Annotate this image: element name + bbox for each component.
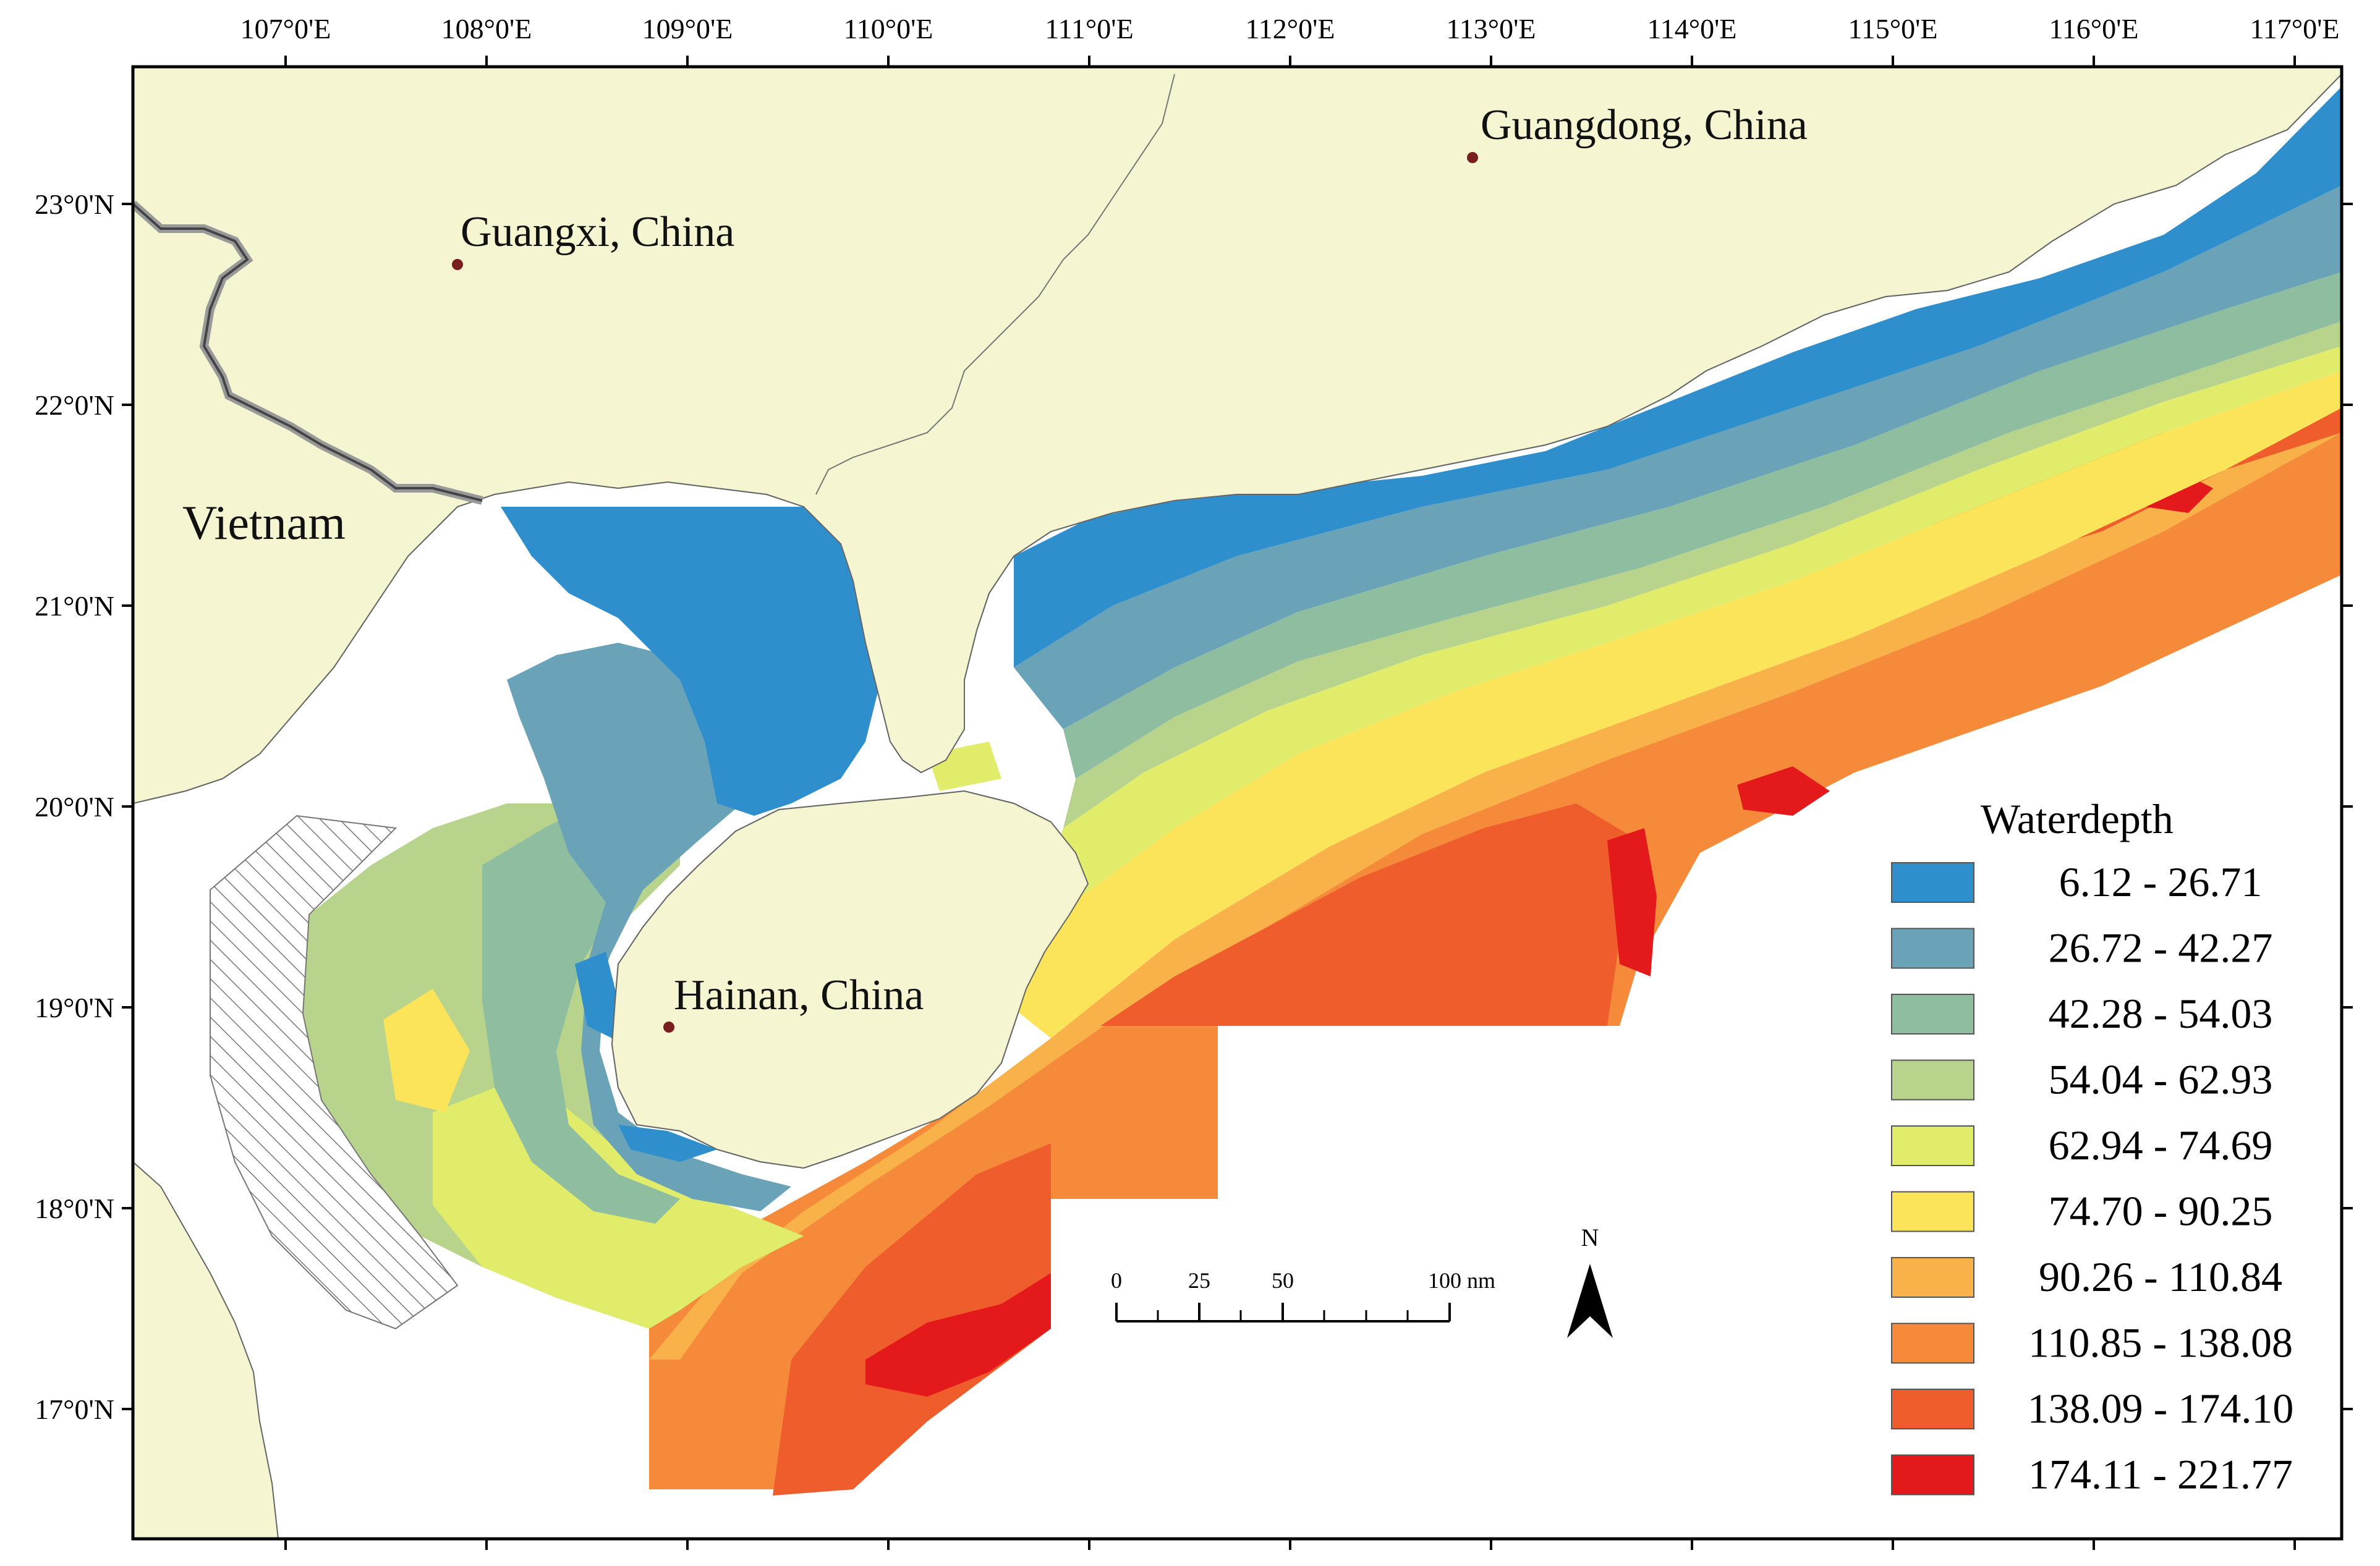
depth-zone-174-221c: [1737, 766, 1830, 816]
scale-label: 0: [1111, 1268, 1122, 1293]
lat-label: 19°0'N: [35, 992, 114, 1023]
hainan-label: Hainan, China: [674, 971, 924, 1019]
depth-zone-42-54: [1063, 272, 2342, 779]
scale-bar: 0 25 50 100 nm: [1111, 1268, 1495, 1323]
longitude-labels: 107°0'E 108°0'E 109°0'E 110°0'E 111°0'E …: [240, 13, 2340, 44]
lon-label: 109°0'E: [642, 13, 733, 44]
north-arrow: N: [1567, 1224, 1613, 1338]
legend-label: 74.70 - 90.25: [2049, 1188, 2273, 1235]
gulf-depth-6-26c: [618, 1125, 717, 1162]
legend-swatch: [1891, 1389, 1974, 1429]
lon-label: 116°0'E: [2049, 13, 2138, 44]
tick-marks: [122, 56, 2353, 1550]
lat-label: 21°0'N: [35, 590, 114, 622]
gulf-depth-6-26: [501, 507, 878, 816]
guangxi-label: Guangxi, China: [461, 208, 734, 256]
lon-label: 110°0'E: [843, 13, 933, 44]
legend-swatch: [1891, 1059, 1974, 1101]
depth-zone-74-90: [989, 371, 2342, 1038]
map-frame: [131, 65, 2344, 1541]
lat-label: 23°0'N: [35, 188, 114, 220]
gulf-depth-42-54: [482, 803, 680, 1224]
legend-swatch: [1891, 1191, 1974, 1232]
lon-label: 111°0'E: [1045, 13, 1133, 44]
depth-zone-138-174b: [1100, 803, 1638, 1026]
legend: Waterdepth 6.12 - 26.71 26.72 - 42.27 42.2…: [1891, 795, 2294, 1498]
lat-label: 22°0'N: [35, 389, 114, 421]
legend-label: 42.28 - 54.03: [2049, 990, 2273, 1037]
legend-label: 110.85 - 138.08: [2028, 1319, 2293, 1366]
scale-label: 50: [1272, 1268, 1294, 1293]
legend-label: 26.72 - 42.27: [2049, 925, 2273, 971]
lon-label: 114°0'E: [1647, 13, 1736, 44]
guangdong-marker: [1467, 152, 1478, 163]
depth-layers: [210, 87, 2342, 1496]
mainland-land-top: [133, 67, 2342, 805]
lon-label: 113°0'E: [1446, 13, 1536, 44]
legend-label: 138.09 - 174.10: [2028, 1385, 2294, 1432]
guangdong-label: Guangdong, China: [1481, 101, 1808, 149]
hainan-marker: [663, 1022, 674, 1033]
hainan-island-top: [611, 790, 1089, 1169]
legend-swatch: [1891, 928, 1974, 969]
scale-label: 100 nm: [1428, 1268, 1495, 1293]
lon-label: 117°0'E: [2250, 13, 2339, 44]
scale-label: 25: [1188, 1268, 1210, 1293]
legend-swatch: [1891, 994, 1974, 1035]
depth-zone-26-42: [1014, 185, 2342, 729]
lon-label: 107°0'E: [240, 13, 331, 44]
legend-label: 6.12 - 26.71: [2059, 858, 2263, 905]
depth-zone-6-26: [1014, 87, 2342, 667]
north-arrow-label: N: [1581, 1224, 1599, 1251]
depth-zone-62-74: [1020, 346, 2342, 939]
lon-label: 115°0'E: [1848, 13, 1937, 44]
gulf-depth-6-26b: [575, 952, 618, 1038]
legend-label: 62.94 - 74.69: [2049, 1122, 2273, 1169]
legend-label: 54.04 - 62.93: [2049, 1056, 2273, 1103]
hatched-area: [210, 815, 459, 1330]
vietnam-label: Vietnam: [182, 496, 346, 549]
depth-zone-138-174: [773, 1143, 1051, 1496]
legend-swatch: [1891, 1257, 1974, 1298]
province-boundary: [815, 74, 1175, 495]
lat-label: 17°0'N: [35, 1394, 114, 1425]
latitude-labels: 23°0'N 22°0'N 21°0'N 20°0'N 19°0'N 18°0'…: [35, 188, 114, 1425]
depth-zone-54-62: [1063, 321, 2342, 828]
legend-swatch: [1891, 1125, 1974, 1166]
depth-zone-174-221: [865, 1273, 1051, 1397]
legend-label: 90.26 - 110.84: [2039, 1253, 2282, 1300]
legend-label: 174.11 - 221.77: [2028, 1451, 2293, 1498]
gulf-depth-74-90: [383, 989, 470, 1112]
lon-label: 112°0'E: [1245, 13, 1335, 44]
lon-label: 108°0'E: [441, 13, 532, 44]
lat-label: 20°0'N: [35, 791, 114, 823]
legend-swatch: [1891, 862, 1974, 903]
country-border-inner: [133, 203, 483, 502]
legend-title: Waterdepth: [1981, 795, 2174, 842]
guangxi-marker: [452, 259, 463, 270]
depth-zone-174-221b: [1607, 828, 1657, 976]
lat-label: 18°0'N: [35, 1193, 114, 1224]
legend-swatch: [1891, 1454, 1974, 1496]
vietnam-south-land: [133, 1161, 279, 1539]
legend-swatch: [1891, 1323, 1974, 1364]
